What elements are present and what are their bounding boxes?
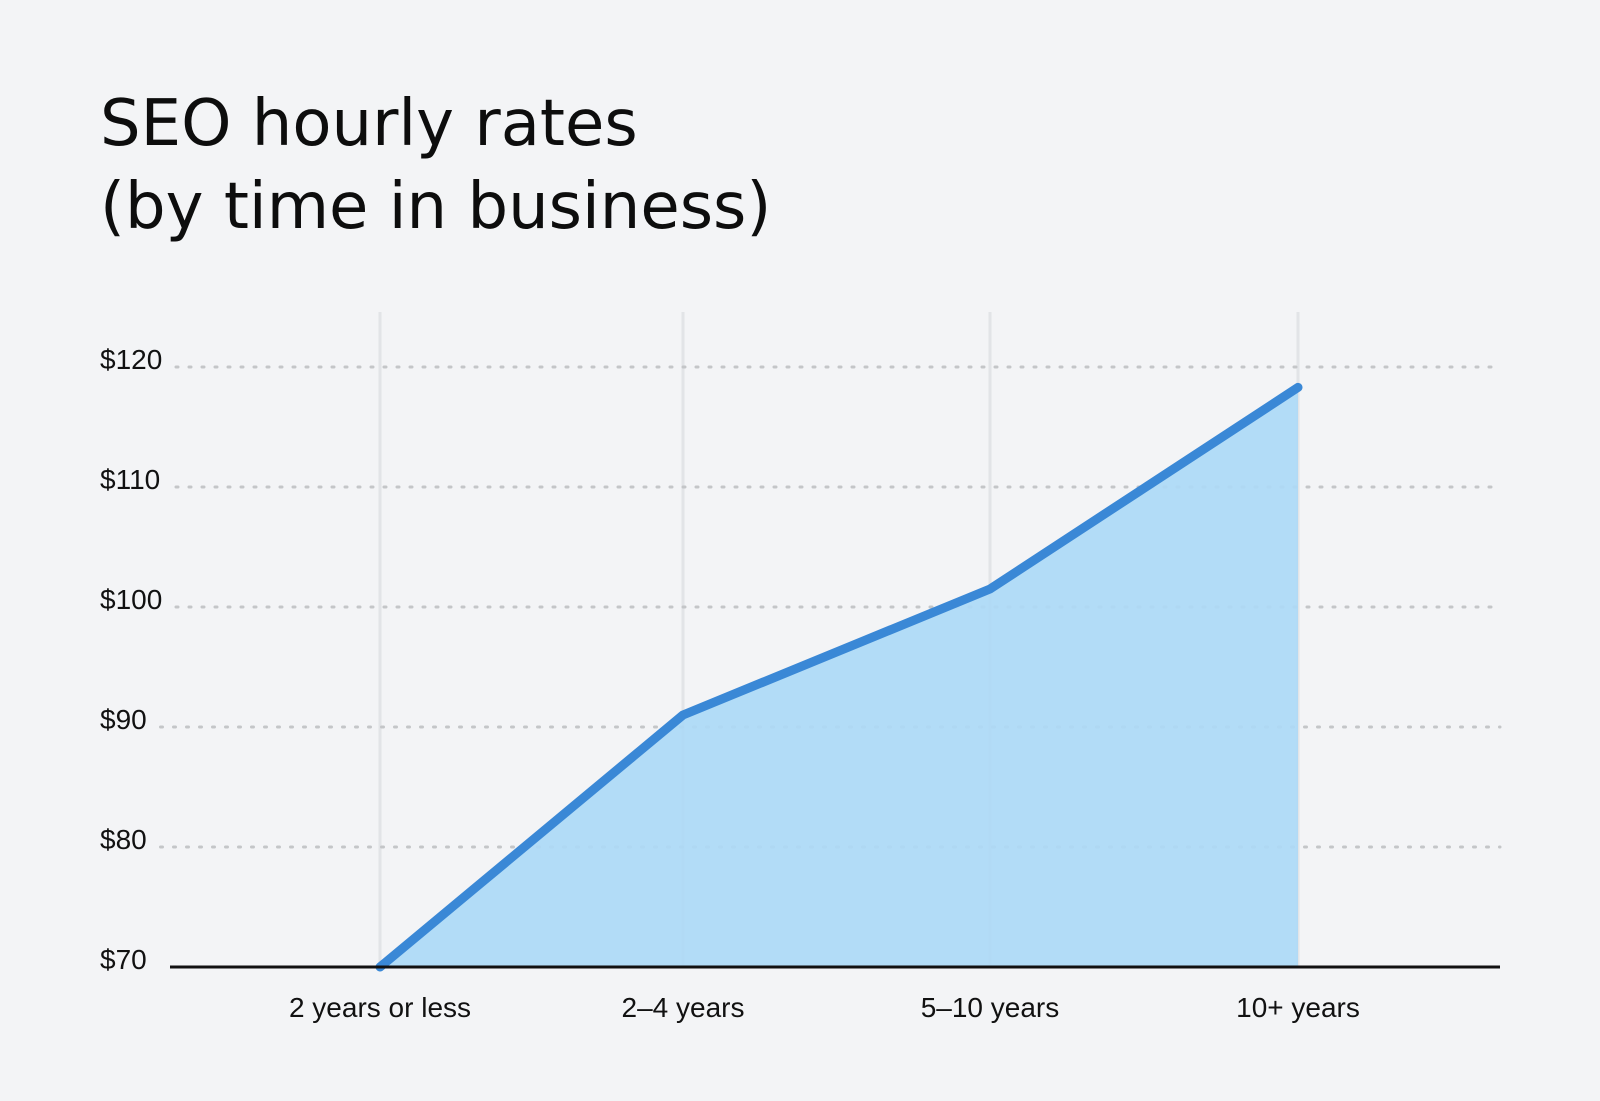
- x-axis-tick-labels: 2 years or less 2–4 years 5–10 years 10+ ye…: [289, 992, 1360, 1023]
- y-tick-label: $90: [100, 704, 147, 735]
- y-tick-label: $110: [100, 464, 160, 495]
- x-tick-label: 2–4 years: [622, 992, 745, 1023]
- y-axis-tick-labels: $70 $80 $90 $100 $110 $120: [100, 344, 162, 975]
- series-line: [375, 382, 1303, 972]
- x-tick-label: 10+ years: [1236, 992, 1360, 1023]
- y-tick-label: $80: [100, 824, 147, 855]
- x-tick-label: 2 years or less: [289, 992, 471, 1023]
- series-area-fill: [380, 387, 1298, 967]
- x-tick-label: 5–10 years: [921, 992, 1060, 1023]
- y-tick-label: $70: [100, 944, 147, 975]
- y-tick-label: $100: [100, 584, 162, 615]
- horizontal-gridlines: [159, 365, 1502, 849]
- chart-title-line-2: (by time in business): [100, 170, 771, 244]
- y-tick-label: $120: [100, 344, 162, 375]
- chart-title-line-1: SEO hourly rates: [100, 87, 638, 161]
